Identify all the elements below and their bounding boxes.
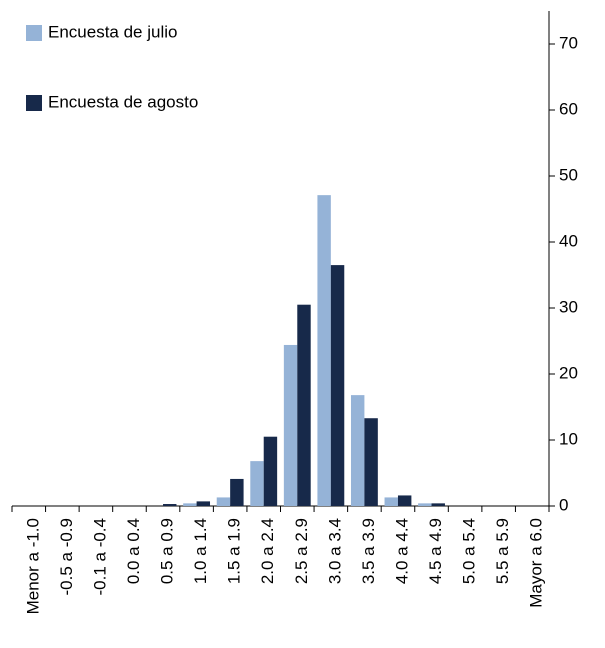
- bar: [431, 503, 445, 506]
- bar: [350, 395, 365, 506]
- bar: [397, 495, 412, 506]
- x-tick-label: 0.0 a 0.4: [124, 518, 143, 584]
- bar: [183, 503, 197, 506]
- x-tick-label: -0.5 a -0.9: [57, 518, 76, 596]
- y-tick-label: 20: [559, 363, 578, 382]
- bar: [364, 418, 378, 506]
- x-tick-label: 3.0 a 3.4: [325, 518, 344, 584]
- x-tick-label: 0.5 a 0.9: [158, 518, 177, 584]
- bar: [196, 501, 211, 506]
- bar: [216, 497, 231, 506]
- x-tick-label: -0.1 a -0.4: [90, 518, 109, 596]
- y-tick-label: 70: [559, 33, 578, 52]
- y-tick-label: 60: [559, 99, 578, 118]
- bar: [230, 478, 244, 506]
- legend-label: Encuesta de agosto: [48, 92, 198, 111]
- y-tick-label: 40: [559, 231, 578, 250]
- legend-swatch: [26, 95, 42, 111]
- bar: [297, 304, 311, 506]
- y-tick-label: 30: [559, 297, 578, 316]
- y-tick-label: 10: [559, 429, 578, 448]
- x-tick-label: 4.0 a 4.4: [392, 518, 411, 584]
- bar: [163, 504, 177, 506]
- legend-label: Encuesta de julio: [48, 22, 177, 41]
- bar: [330, 265, 345, 506]
- bar: [263, 436, 278, 506]
- x-tick-label: Mayor a 6.0: [527, 518, 546, 608]
- x-tick-label: 2.5 a 2.9: [292, 518, 311, 584]
- bar: [317, 195, 331, 506]
- x-tick-label: 2.0 a 2.4: [258, 518, 277, 584]
- bar: [250, 461, 264, 506]
- x-tick-label: 5.0 a 5.4: [460, 518, 479, 584]
- y-tick-label: 50: [559, 165, 578, 184]
- x-tick-label: 1.5 a 1.9: [225, 518, 244, 584]
- x-tick-label: 4.5 a 4.9: [426, 518, 445, 584]
- bar: [418, 503, 432, 506]
- x-tick-label: 1.0 a 1.4: [191, 518, 210, 584]
- x-tick-label: 5.5 a 5.9: [493, 518, 512, 584]
- y-tick-label: 0: [559, 495, 568, 514]
- x-tick-label: Menor a -1.0: [23, 518, 42, 614]
- x-tick-label: 3.5 a 3.9: [359, 518, 378, 584]
- bar: [283, 344, 298, 506]
- bar: [384, 497, 398, 506]
- legend-swatch: [26, 25, 42, 41]
